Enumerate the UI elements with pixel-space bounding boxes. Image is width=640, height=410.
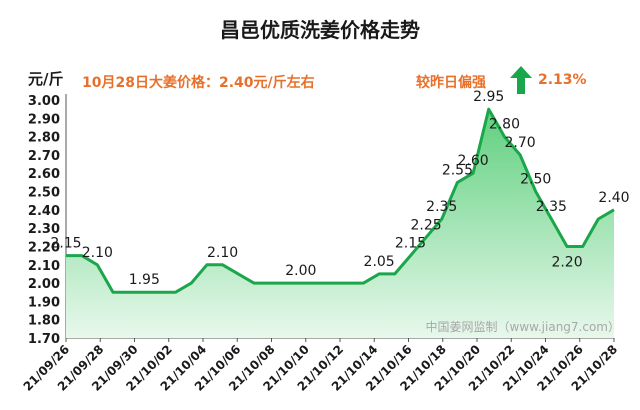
y-tick-label: 1.70 bbox=[28, 332, 60, 347]
y-tick-label: 2.40 bbox=[28, 204, 60, 219]
data-label: 2.15 bbox=[50, 236, 81, 252]
y-tick-label: 3.00 bbox=[28, 94, 60, 109]
data-label: 2.70 bbox=[504, 135, 535, 151]
data-label: 1.95 bbox=[129, 272, 160, 288]
data-label: 2.10 bbox=[82, 245, 113, 261]
compare-label: 较昨日偏强 bbox=[416, 75, 486, 91]
y-tick-label: 2.20 bbox=[28, 240, 60, 255]
y-tick-label: 1.90 bbox=[28, 295, 60, 310]
y-tick-label: 2.60 bbox=[28, 167, 60, 182]
data-label: 2.95 bbox=[473, 89, 504, 105]
y-tick-label: 2.30 bbox=[28, 222, 60, 237]
data-label: 2.05 bbox=[364, 254, 395, 270]
data-label: 2.10 bbox=[207, 245, 238, 261]
data-label: 2.00 bbox=[285, 263, 316, 279]
price-area bbox=[66, 109, 614, 338]
data-label: 2.80 bbox=[489, 117, 520, 133]
data-label: 2.15 bbox=[395, 236, 426, 252]
data-label: 2.60 bbox=[457, 153, 488, 169]
y-tick-label: 2.90 bbox=[28, 112, 60, 127]
y-tick-label: 2.80 bbox=[28, 131, 60, 146]
source-credit: 中国姜网监制（www.jiang7.com） bbox=[425, 320, 620, 334]
data-label: 2.50 bbox=[520, 172, 551, 188]
arrow-up-icon bbox=[510, 66, 532, 94]
data-label: 2.40 bbox=[598, 190, 629, 206]
data-label: 2.20 bbox=[551, 254, 582, 270]
y-tick-label: 2.70 bbox=[28, 149, 60, 164]
price-line bbox=[66, 107, 615, 294]
y-tick-label: 2.50 bbox=[28, 186, 60, 201]
y-tick-label: 2.10 bbox=[28, 259, 60, 274]
change-percent: 2.13% bbox=[538, 72, 587, 88]
data-label: 2.35 bbox=[426, 199, 457, 215]
data-label: 2.25 bbox=[411, 217, 442, 233]
y-tick-label: 1.80 bbox=[28, 314, 60, 329]
price-headline: 10月28日大姜价格：2.40元/斤左右 bbox=[82, 75, 315, 91]
y-tick-label: 2.00 bbox=[28, 277, 60, 292]
data-label: 2.55 bbox=[442, 162, 473, 178]
data-label: 2.35 bbox=[536, 199, 567, 215]
chart-title: 昌邑优质洗姜价格走势 bbox=[220, 18, 420, 42]
y-axis-unit: 元/斤 bbox=[28, 70, 64, 88]
